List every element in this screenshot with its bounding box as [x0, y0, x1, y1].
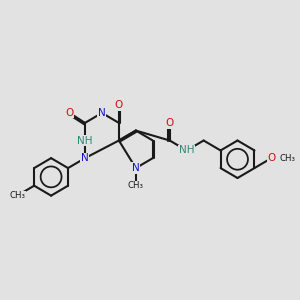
Text: CH₃: CH₃: [128, 181, 144, 190]
Text: CH₃: CH₃: [279, 154, 295, 163]
Text: O: O: [267, 153, 275, 163]
Text: CH₃: CH₃: [9, 191, 25, 200]
Text: O: O: [166, 118, 174, 128]
Text: N: N: [132, 163, 140, 173]
Text: N: N: [98, 108, 106, 118]
Text: NH: NH: [77, 136, 93, 146]
Text: NH: NH: [179, 146, 194, 155]
Text: N: N: [81, 153, 89, 163]
Text: O: O: [65, 108, 73, 118]
Text: O: O: [115, 100, 123, 110]
